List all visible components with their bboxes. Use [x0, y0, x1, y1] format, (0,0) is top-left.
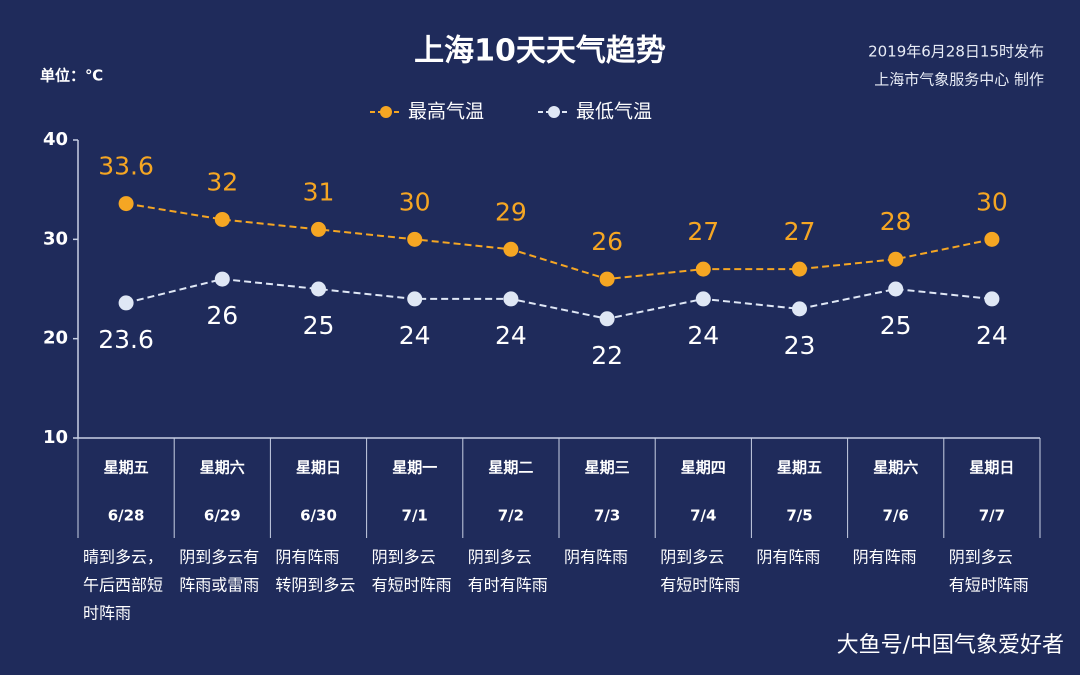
- legend-label: 最低气温: [576, 101, 652, 123]
- data-label: 32: [206, 167, 238, 196]
- data-point: [118, 196, 134, 212]
- data-point: [984, 291, 1000, 307]
- data-point: [214, 271, 230, 287]
- date-label: 7/4: [690, 507, 716, 525]
- data-label: 27: [784, 217, 816, 246]
- data-label: 26: [591, 227, 623, 256]
- date-label: 6/28: [108, 507, 145, 525]
- data-point: [311, 281, 326, 297]
- y-tick-label: 40: [43, 129, 68, 150]
- data-point: [888, 281, 904, 297]
- data-point: [503, 291, 519, 307]
- weather-description: 时阵雨: [83, 604, 131, 623]
- date-label: 6/29: [204, 507, 241, 525]
- legend-label: 最高气温: [408, 101, 484, 123]
- data-point: [118, 295, 134, 311]
- data-point: [984, 231, 1000, 247]
- date-label: 7/3: [594, 507, 620, 525]
- data-label: 33.6: [98, 152, 154, 181]
- data-label: 27: [687, 217, 719, 246]
- weather-description: 阴有阵雨: [564, 548, 628, 567]
- weather-description: 有时有阵雨: [468, 576, 548, 595]
- x-tick-label: 星期六: [873, 459, 918, 477]
- data-point: [599, 271, 615, 287]
- data-label: 24: [976, 321, 1008, 350]
- y-tick-label: 10: [43, 427, 68, 448]
- x-tick-label: 星期日: [969, 459, 1014, 477]
- x-tick-label: 星期五: [104, 459, 149, 477]
- weather-description: 阴到多云: [468, 548, 532, 567]
- weather-description: 阵雨或雷雨: [179, 576, 259, 595]
- weather-description: 有短时阵雨: [949, 576, 1029, 595]
- weather-description: 阴到多云: [660, 548, 724, 567]
- data-label: 28: [880, 207, 912, 236]
- data-label: 29: [495, 197, 527, 226]
- date-label: 7/1: [402, 507, 428, 525]
- watermark: 大鱼号/中国气象爱好者: [837, 633, 1064, 658]
- chart-title: 上海10天天气趋势: [414, 34, 666, 69]
- data-point: [503, 241, 519, 257]
- legend-marker: [548, 106, 560, 118]
- x-tick-label: 星期日: [296, 459, 341, 477]
- data-label: 23.6: [98, 325, 154, 354]
- data-point: [792, 301, 807, 317]
- weather-description: 有短时阵雨: [660, 576, 740, 595]
- x-tick-label: 星期五: [777, 459, 822, 477]
- data-label: 25: [303, 311, 335, 340]
- weather-description: 午后西部短: [83, 576, 163, 595]
- data-label: 26: [206, 301, 238, 330]
- data-point: [407, 291, 423, 307]
- data-point: [695, 261, 711, 277]
- date-label: 7/5: [786, 507, 812, 525]
- x-tick-label: 星期四: [681, 459, 726, 477]
- data-point: [792, 261, 807, 277]
- data-label: 24: [687, 321, 719, 350]
- weather-description: 阴到多云: [372, 548, 436, 567]
- weather-description: 阴到多云: [949, 548, 1013, 567]
- data-label: 24: [495, 321, 527, 350]
- legend-marker: [380, 106, 392, 118]
- y-tick-label: 20: [43, 328, 68, 349]
- date-label: 7/7: [979, 507, 1005, 525]
- x-tick-label: 星期二: [488, 459, 533, 477]
- x-tick-label: 星期六: [200, 459, 245, 477]
- weather-description: 阴有阵雨: [756, 548, 820, 567]
- data-point: [311, 221, 326, 237]
- data-label: 31: [303, 177, 335, 206]
- data-label: 22: [591, 341, 623, 370]
- data-label: 25: [880, 311, 912, 340]
- weather-description: 阴到多云有: [179, 548, 259, 567]
- data-label: 30: [399, 187, 431, 216]
- date-label: 7/2: [498, 507, 524, 525]
- weather-description: 转阴到多云: [275, 576, 355, 595]
- y-tick-label: 30: [43, 228, 68, 249]
- date-label: 7/6: [883, 507, 909, 525]
- data-point: [407, 231, 423, 247]
- data-point: [214, 211, 230, 227]
- x-tick-label: 星期一: [392, 459, 437, 477]
- weather-description: 有短时阵雨: [372, 576, 452, 595]
- date-label: 6/30: [300, 507, 337, 525]
- series-line: [125, 202, 993, 281]
- publish-info: 上海市气象服务中心 制作: [874, 71, 1044, 89]
- data-point: [695, 291, 711, 307]
- data-label: 30: [976, 187, 1008, 216]
- data-point: [888, 251, 904, 267]
- series-line: [125, 278, 993, 320]
- data-label: 24: [399, 321, 431, 350]
- unit-label: 单位：℃: [40, 67, 103, 85]
- weather-description: 阴有阵雨: [275, 548, 339, 567]
- weather-description: 阴有阵雨: [853, 548, 917, 567]
- publish-info: 2019年6月28日15时发布: [868, 43, 1044, 61]
- data-point: [599, 311, 615, 327]
- weather-description: 晴到多云，: [83, 548, 163, 567]
- x-tick-label: 星期三: [585, 459, 630, 477]
- data-label: 23: [784, 331, 816, 360]
